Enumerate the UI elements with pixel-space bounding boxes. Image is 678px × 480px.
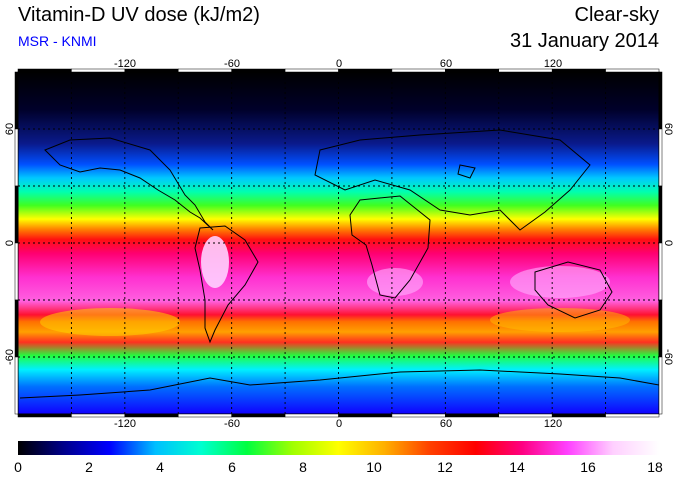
frame-scale-segment (605, 68, 660, 73)
high-dose-andes-patch (201, 236, 229, 288)
frame-scale-segment (605, 413, 660, 418)
graticule (18, 72, 659, 414)
top-lon-label: 60 (440, 58, 452, 70)
eurasia-coast (314, 129, 591, 231)
colorbar-tick-label: 2 (85, 459, 93, 475)
high-dose-australia-patch (510, 266, 610, 298)
colorbar-tick-label: 4 (156, 459, 164, 475)
frame-scale-segment (14, 299, 19, 358)
colorbar-tick-label: 10 (366, 459, 382, 475)
right-lat-label: 0 (662, 240, 674, 246)
left-lat-label: -60 (4, 349, 16, 365)
south-america-coast (194, 225, 259, 344)
colorbar-tick-label: 8 (299, 459, 307, 475)
indian-ocean-orange-patch (490, 308, 630, 332)
map-title: Vitamin-D UV dose (kJ/m2) (18, 4, 260, 26)
colorbar-tick-label: 0 (14, 459, 22, 475)
australia-coast (534, 261, 613, 319)
frame-scale-segment (658, 356, 663, 415)
frame-scale-segment (14, 71, 19, 130)
uv-dose-map: -120 -60 0 60 120 -120 -60 0 60 120 60 0… (4, 58, 674, 430)
frame-scale-segment (445, 413, 500, 418)
date-label: 31 January 2014 (509, 30, 659, 52)
frame-scale-segment (445, 68, 500, 73)
antarctica-coast (19, 369, 659, 399)
frame-scale-segment (658, 71, 663, 130)
frame-scale-segment (338, 68, 393, 73)
frame-scale-segment (14, 185, 19, 244)
frame-scale-segment (17, 413, 72, 418)
frame-scale-segment (124, 413, 179, 418)
colorbar (18, 441, 659, 455)
frame-scale-segment (391, 68, 446, 73)
frame-scale-segment (391, 413, 446, 418)
north-america-coast (44, 137, 214, 231)
pacific-orange-patch (40, 308, 180, 336)
frame-scale-segment (658, 299, 663, 358)
frame-scale-segment (658, 242, 663, 301)
frame-scale-segment (14, 356, 19, 415)
frame-scale-segment (284, 68, 339, 73)
colorbar-tick-label: 12 (437, 459, 453, 475)
left-lat-label: 60 (4, 123, 16, 135)
frame-scale-segment (71, 413, 126, 418)
coastlines (19, 129, 659, 399)
frame-scale-segment (658, 128, 663, 187)
frame-scale-bars (14, 68, 663, 418)
right-lat-label: -60 (662, 349, 674, 365)
colorbar-tick-label: 16 (580, 459, 596, 475)
credit-label: MSR - KNMI (18, 33, 97, 49)
colorbar-tick-label: 14 (509, 459, 525, 475)
bottom-lon-label: 0 (336, 418, 342, 430)
frame-scale-segment (284, 413, 339, 418)
top-lon-label: -120 (114, 58, 136, 70)
frame-scale-segment (551, 413, 606, 418)
frame-scale-segment (14, 242, 19, 301)
colorbar-tick-label: 18 (647, 459, 663, 475)
right-lat-label: 60 (662, 123, 674, 135)
high-dose-africa-patch (367, 268, 423, 296)
frame-scale-segment (231, 413, 286, 418)
top-lon-label: 0 (336, 58, 342, 70)
bottom-lon-label: -120 (114, 418, 136, 430)
colorbar-tick-label: 6 (228, 459, 236, 475)
frame-scale-segment (14, 128, 19, 187)
sky-condition-label: Clear-sky (574, 4, 659, 26)
bottom-lon-label: 60 (440, 418, 452, 430)
frame-scale-segment (338, 413, 393, 418)
top-lon-label: -60 (224, 58, 240, 70)
top-lon-label: 120 (544, 58, 562, 70)
frame-scale-segment (658, 185, 663, 244)
left-lat-label: 0 (4, 240, 16, 246)
frame-scale-segment (178, 413, 232, 418)
frame-scale-segment (17, 68, 72, 73)
frame-scale-segment (498, 413, 553, 418)
arabia-coast (457, 164, 476, 179)
bottom-lon-label: -60 (224, 418, 240, 430)
bottom-lon-label: 120 (544, 418, 562, 430)
africa-coast (349, 195, 431, 299)
